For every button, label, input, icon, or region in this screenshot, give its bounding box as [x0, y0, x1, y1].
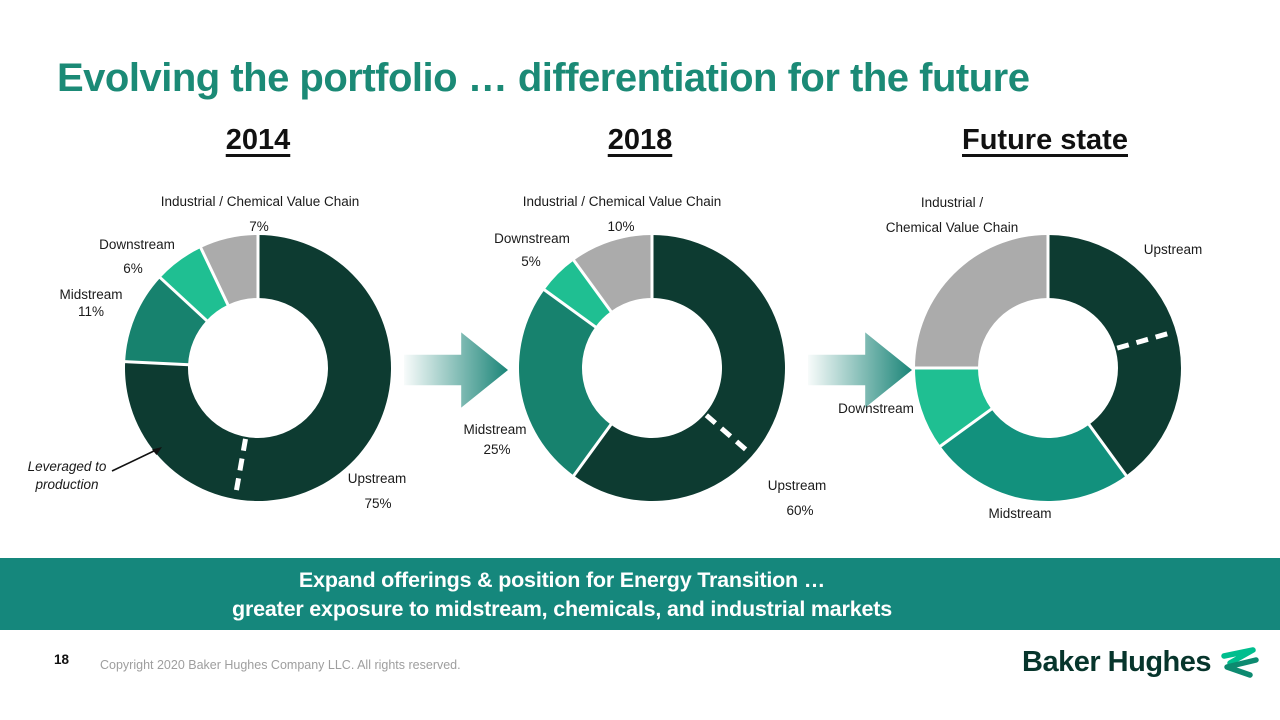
value-2014-midstream-pct: 11% [77, 304, 105, 319]
label-2014-industrial-chemical: Industrial / Chemical Value Chain [160, 194, 360, 209]
value-2014-downstream-pct: 6% [123, 261, 143, 276]
donut-chart-future-state [914, 234, 1181, 501]
value-2018-upstream-pct: 60% [786, 503, 814, 518]
banner-line-2: greater exposure to midstream, chemicals… [232, 597, 892, 621]
value-2018-midstream-pct: 25% [483, 442, 511, 457]
label-2018-upstream: Upstream [767, 478, 827, 493]
slide-title: Evolving the portfolio … differentiation… [57, 56, 1030, 100]
label-2018-industrial-chemical: Industrial / Chemical Value Chain [522, 194, 722, 209]
column-header-2018: 2018 [607, 124, 673, 156]
label-future-downstream: Downstream [838, 401, 914, 416]
donut-chart-2018 [519, 234, 785, 501]
label-future-midstream: Midstream [988, 506, 1052, 521]
key-message-banner: Expand offerings & position for Energy T… [0, 558, 1280, 630]
banner-line-1: Expand offerings & position for Energy T… [298, 568, 826, 592]
transition-arrow-2018-to-future-icon [808, 332, 912, 408]
baker-hughes-logo-mark-icon [1221, 647, 1259, 678]
annotation-leveraged-to-production-line1: Leveraged to [27, 459, 107, 474]
value-2014-upstream-pct: 75% [364, 496, 392, 511]
transition-arrow-2014-to-2018-icon [404, 332, 508, 408]
baker-hughes-logo-text: Baker Hughes [1022, 645, 1212, 678]
label-future-upstream: Upstream [1143, 242, 1203, 257]
annotation-leveraged-to-production-line2: production [35, 477, 99, 492]
label-future-industrial-line2: Chemical Value Chain [885, 220, 1019, 235]
page-number: 18 [54, 652, 70, 667]
label-2018-downstream: Downstream [494, 231, 570, 246]
donut-chart-2014 [124, 234, 392, 501]
copyright-text: Copyright 2020 Baker Hughes Company LLC.… [100, 658, 461, 672]
value-2014-industrial-chemical-pct: 7% [249, 219, 269, 234]
value-2018-industrial-chemical-pct: 10% [607, 219, 635, 234]
column-header-2014: 2014 [225, 124, 291, 156]
annotation-arrow-icon [111, 447, 162, 472]
baker-hughes-logo: Baker Hughes [1022, 643, 1260, 681]
label-2014-downstream: Downstream [99, 237, 175, 252]
value-2018-downstream-pct: 5% [521, 254, 541, 269]
label-2014-upstream: Upstream [347, 471, 407, 486]
label-future-industrial-line1: Industrial / [920, 195, 984, 210]
column-header-future-state: Future state [962, 124, 1128, 156]
label-2014-midstream: Midstream [59, 287, 123, 302]
label-2018-midstream: Midstream [463, 422, 527, 437]
